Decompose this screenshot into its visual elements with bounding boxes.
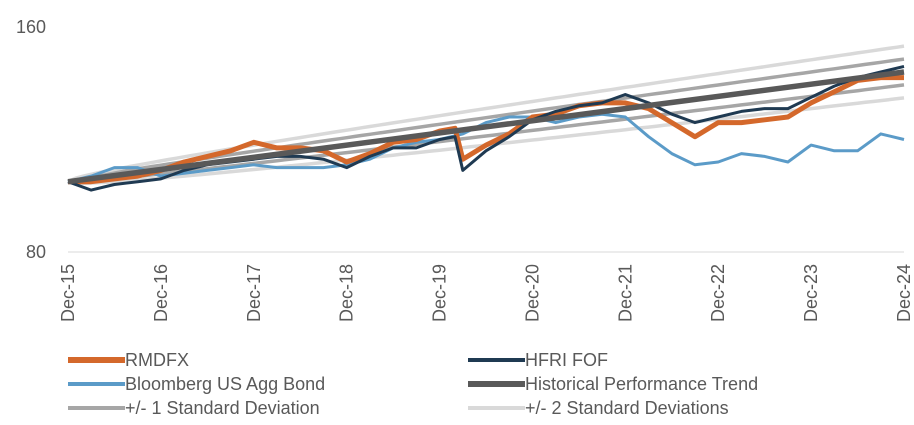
x-tick-label: Dec-19 [430, 264, 450, 322]
legend-label-historical-performance-trend: Historical Performance Trend [525, 374, 758, 394]
legend-label-bloomberg-us-agg-bond: Bloomberg US Agg Bond [125, 374, 325, 394]
legend: RMDFX HFRI FOF Bloomberg US Agg Bond Histor… [68, 350, 758, 418]
band-2sd-upper-line [67, 44, 905, 184]
series-historical-performance-trend-line [67, 69, 905, 185]
legend-label-1-standard-deviation: +/- 1 Standard Deviation [125, 398, 320, 418]
series-bloomberg-us-agg-bond-line [67, 112, 905, 184]
x-tick-label: Dec-17 [244, 264, 264, 322]
y-tick-label-80: 80 [26, 242, 46, 262]
x-tick-label: Dec-21 [615, 264, 635, 322]
series-rmdfx-line [68, 75, 904, 185]
x-tick-label: Dec-20 [522, 264, 542, 322]
x-tick-label: Dec-18 [337, 264, 357, 322]
x-tick-label: Dec-15 [58, 264, 78, 322]
band-1sd-lower-line [67, 83, 905, 184]
x-tick-label: Dec-16 [151, 264, 171, 322]
legend-label-2-standard-deviations: +/- 2 Standard Deviations [525, 398, 729, 418]
legend-label-rmdfx: RMDFX [125, 350, 189, 370]
x-tick-label: Dec-22 [708, 264, 728, 322]
legend-label-hfri-fof: HFRI FOF [525, 350, 608, 370]
series-lines [67, 64, 905, 192]
x-tick-label: Dec-23 [801, 264, 821, 322]
x-tick-label: Dec-24 [894, 264, 914, 322]
x-tick-labels: Dec-15 Dec-16 Dec-17 Dec-18 Dec-19 Dec-20 Dec-… [58, 264, 914, 322]
y-tick-label-160: 160 [16, 17, 46, 37]
